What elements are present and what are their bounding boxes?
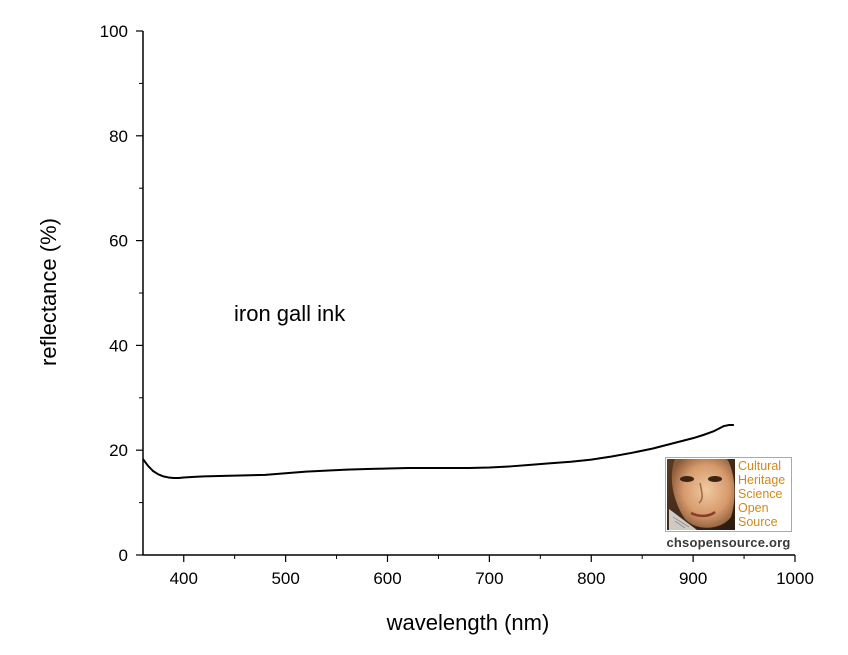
- y-tick-label: 80: [109, 127, 128, 146]
- y-tick-label: 0: [119, 546, 128, 565]
- ticks: [136, 30, 796, 562]
- logo-line: Source: [738, 515, 778, 529]
- logo-box: Cultural Heritage Science Open Source: [665, 457, 792, 532]
- x-tick-label: 800: [577, 569, 605, 588]
- logo-line: Science: [738, 487, 783, 501]
- tick-labels: 400 500 600 700 800 900 1000 0 20 40 60 80 100: [100, 22, 814, 588]
- y-tick-label: 100: [100, 22, 128, 41]
- y-tick-label: 40: [109, 336, 128, 355]
- reflectance-series-line: [142, 424, 734, 479]
- portrait-image: [667, 459, 735, 530]
- x-tick-label: 700: [475, 569, 503, 588]
- y-tick-label: 60: [109, 232, 128, 251]
- x-tick-label: 1000: [776, 569, 814, 588]
- chsopensource-logo: Cultural Heritage Science Open Source ch…: [665, 457, 792, 550]
- x-tick-label: 500: [271, 569, 299, 588]
- y-axis-title: reflectance (%): [36, 218, 61, 366]
- x-tick-label: 900: [679, 569, 707, 588]
- logo-line: Heritage: [738, 473, 786, 487]
- logo-wordmark: Cultural Heritage Science Open Source: [738, 459, 785, 529]
- x-tick-label: 600: [373, 569, 401, 588]
- series-layer: [142, 424, 734, 479]
- logo-line: Cultural: [738, 459, 782, 473]
- logo-line: Open: [738, 501, 769, 515]
- y-tick-label: 20: [109, 441, 128, 460]
- x-axis-title: wavelength (nm): [386, 610, 550, 635]
- chart-annotation: iron gall ink: [234, 301, 346, 326]
- logo-url: chsopensource.org: [666, 535, 791, 550]
- x-tick-label: 400: [170, 569, 198, 588]
